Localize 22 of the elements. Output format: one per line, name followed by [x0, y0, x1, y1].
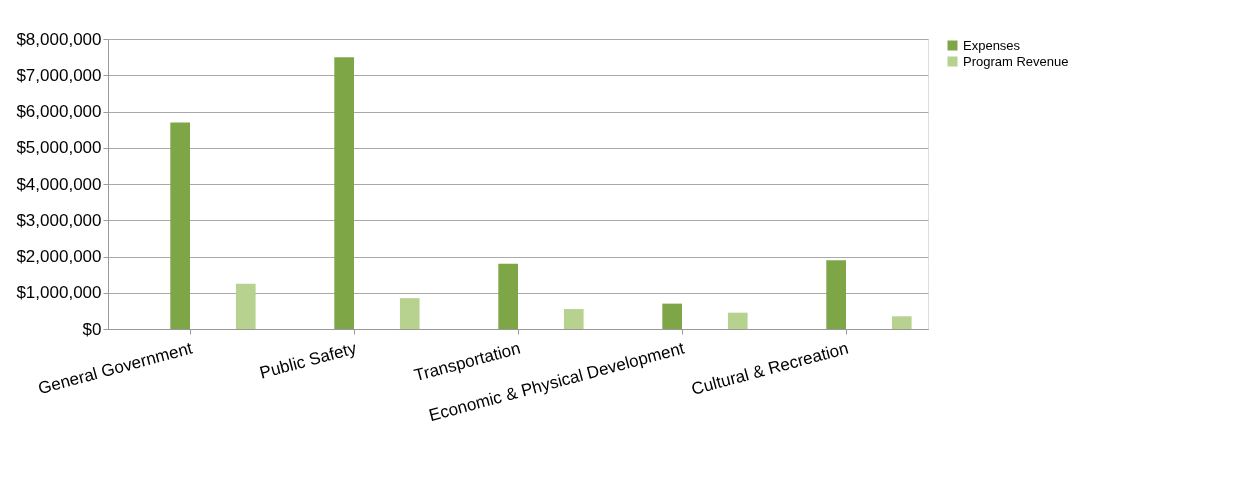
y-tick-label: $0 — [82, 319, 102, 339]
y-tick-label: $5,000,000 — [16, 138, 102, 158]
bar — [498, 263, 518, 329]
bar — [727, 312, 748, 329]
bar — [170, 122, 190, 329]
y-tick-label: $7,000,000 — [16, 65, 102, 85]
bar — [662, 303, 682, 329]
bar — [334, 57, 354, 329]
y-tick-label: $4,000,000 — [16, 174, 102, 194]
legend-label: Expenses — [963, 37, 1021, 53]
legend-label: Program Revenue — [963, 53, 1069, 69]
bar — [826, 260, 846, 329]
y-tick-label: $6,000,000 — [16, 102, 102, 121]
bar — [235, 283, 256, 329]
x-tick-label: Public Safety — [257, 338, 359, 383]
y-tick-label: $2,000,000 — [16, 247, 102, 266]
y-tick-label: $8,000,000 — [16, 29, 102, 49]
bar — [563, 309, 584, 329]
y-tick-label: $1,000,000 — [16, 283, 102, 303]
bar — [891, 316, 912, 329]
bar — [399, 298, 420, 329]
y-tick-label: $3,000,000 — [16, 210, 102, 230]
